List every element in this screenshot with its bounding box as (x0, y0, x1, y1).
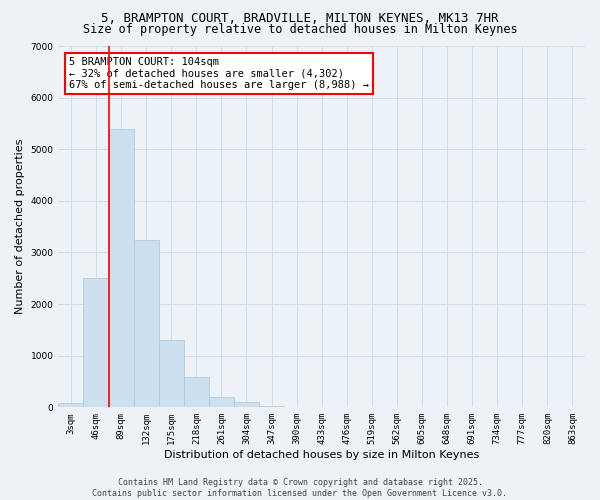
Bar (234, 402, 259, 407)
Bar (184, 378, 209, 408)
Bar (159, 340, 184, 407)
Bar (134, 240, 159, 408)
Bar (209, 397, 234, 407)
Text: Size of property relative to detached houses in Milton Keynes: Size of property relative to detached ho… (83, 22, 517, 36)
Text: 5 BRAMPTON COURT: 104sqm
← 32% of detached houses are smaller (4,302)
67% of sem: 5 BRAMPTON COURT: 104sqm ← 32% of detach… (69, 57, 369, 90)
Y-axis label: Number of detached properties: Number of detached properties (15, 139, 25, 314)
Bar (109, 128, 134, 407)
Text: Contains HM Land Registry data © Crown copyright and database right 2025.
Contai: Contains HM Land Registry data © Crown c… (92, 478, 508, 498)
Bar (259, 406, 284, 407)
Bar (83, 278, 109, 407)
Bar (284, 406, 309, 408)
X-axis label: Distribution of detached houses by size in Milton Keynes: Distribution of detached houses by size … (164, 450, 479, 460)
Bar (58, 403, 83, 407)
Text: 5, BRAMPTON COURT, BRADVILLE, MILTON KEYNES, MK13 7HR: 5, BRAMPTON COURT, BRADVILLE, MILTON KEY… (101, 12, 499, 26)
